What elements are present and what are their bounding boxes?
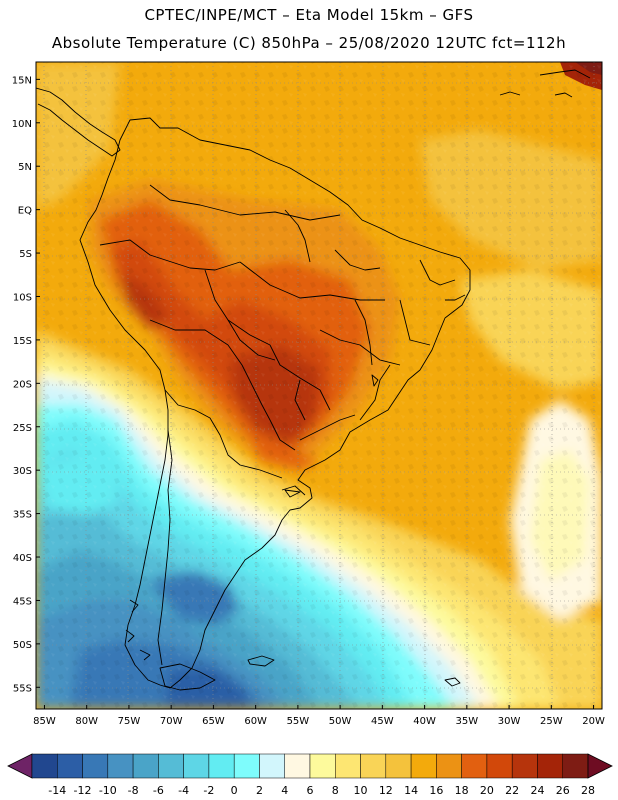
colorbar-label: -14 [48,784,66,797]
colorbar-swatch [233,753,260,779]
lon-label: 25W [540,716,563,727]
colorbar-label: 28 [581,784,595,797]
lat-label: 35S [13,510,32,521]
colorbar-swatch [284,753,311,779]
colorbar-min-arrow [7,753,33,779]
colorbar-label: 8 [332,784,339,797]
temperature-field [36,62,602,709]
lat-label: 5N [18,162,32,173]
colorbar-swatch [537,753,563,779]
colorbar-label: 26 [556,784,570,797]
lon-label: 45W [371,716,394,727]
lon-label: 75W [118,716,141,727]
colorbar-swatch [183,753,210,779]
colorbar-label: 0 [231,784,238,797]
lon-label: 55W [287,716,310,727]
lon-label: 60W [244,716,267,727]
colorbar-swatch [461,753,488,779]
colorbar-swatch [208,753,235,779]
colorbar-label: -10 [99,784,117,797]
colorbar-label: 10 [354,784,368,797]
colorbar-swatch [511,753,538,779]
lat-label: 20S [13,379,32,390]
lat-label: 25S [13,423,32,434]
lon-label: 40W [413,716,436,727]
lat-label: 40S [13,553,32,564]
colorbar-label: -4 [178,784,189,797]
colorbar-label: 12 [379,784,393,797]
lon-label: 35W [456,716,479,727]
colorbar-swatch [360,753,387,779]
colorbar-swatch [31,753,58,779]
map-frame [35,61,603,710]
colorbar-label: 24 [530,784,544,797]
colorbar-label: 20 [480,784,494,797]
colorbar-swatch [385,753,412,779]
lon-label: 70W [160,716,183,727]
lon-label: 80W [75,716,98,727]
lon-label: 65W [202,716,225,727]
colorbar: -14 -12 -10 -8 -6 -4 -2 0 2 4 6 8 10 12 14 16 18 20 22 24 26… [7,753,613,797]
colorbar-label: 2 [256,784,263,797]
lon-label: 50W [329,716,352,727]
map-title-line2: Absolute Temperature (C) 850hPa – 25/08/… [51,34,567,52]
colorbar-swatch [158,753,184,779]
colorbar-swatch [309,753,336,779]
lat-label: 45S [13,596,32,607]
lon-label: 85W [33,716,56,727]
lat-label: 30S [13,466,32,477]
lat-label: 5S [19,249,32,260]
colorbar-swatch [335,753,361,779]
colorbar-swatch [132,753,159,779]
colorbar-label: -6 [153,784,164,797]
colorbar-label: 16 [429,784,443,797]
lon-label: 30W [498,716,521,727]
colorbar-label: -2 [203,784,214,797]
colorbar-label: 4 [281,784,288,797]
map-title-line1: CPTEC/INPE/MCT – Eta Model 15km – GFS [144,6,474,24]
colorbar-swatch [57,753,83,779]
longitude-axis: 85W 80W 75W 70W 65W 60W 55W 50W 45W 40W 35W 30W 25W 2… [33,705,605,727]
lat-label: 55S [13,683,32,694]
colorbar-swatch [107,753,134,779]
colorbar-swatch [436,753,462,779]
colorbar-label: -8 [128,784,139,797]
lon-label: 20W [582,716,605,727]
lat-label: EQ [18,206,32,217]
colorbar-label: 14 [404,784,418,797]
colorbar-label: -12 [74,784,92,797]
lat-label: 10N [12,119,32,130]
colorbar-swatch [486,753,513,779]
lat-label: 15N [12,75,32,86]
coastlines [36,69,591,691]
colorbar-max-arrow [587,753,613,779]
colorbar-swatch [410,753,437,779]
colorbar-label: 18 [455,784,469,797]
colorbar-swatch [562,753,589,779]
colorbar-swatch [259,753,285,779]
colorbar-label: 22 [505,784,519,797]
colorbar-swatch [82,753,109,779]
latitude-axis: 15N 10N 5N EQ 5S 10S 15S 20S 25S 30S 35S 40S 45S 50S 5… [12,75,40,694]
lat-label: 15S [13,336,32,347]
colorbar-label: 6 [307,784,314,797]
lat-label: 10S [13,292,32,303]
lat-label: 50S [13,640,32,651]
